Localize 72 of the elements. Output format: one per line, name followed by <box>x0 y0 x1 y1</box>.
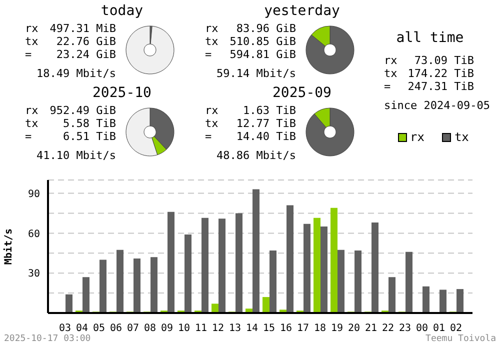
text: = <box>205 48 212 61</box>
text: 14.40 TiB <box>236 130 296 143</box>
x-tick-label: 11 <box>194 323 208 334</box>
x-tick-label: 22 <box>382 323 394 334</box>
text: = <box>384 80 391 93</box>
text: 1.63 TiB <box>243 104 296 117</box>
legend-label: rx <box>410 130 424 144</box>
text: rx <box>205 22 218 35</box>
text: 6.51 TiB <box>63 130 116 143</box>
text: 41.10 Mbit/s <box>36 149 116 162</box>
x-tick-label: 23 <box>398 323 412 334</box>
x-tick-label: 05 <box>92 323 106 334</box>
text: Teemu Toivola <box>426 334 496 344</box>
x-tick-label: 16 <box>280 323 292 334</box>
x-tick-label: 21 <box>364 323 378 334</box>
chart-title: yesterday <box>263 3 341 19</box>
x-tick-label: 01 <box>432 323 446 334</box>
text: 497.31 MiB <box>50 22 116 35</box>
text: 59.14 Mbit/s <box>216 67 296 80</box>
text: 952.49 GiB <box>50 104 116 117</box>
x-tick-label: 18 <box>314 323 326 334</box>
x-tick-label: 19 <box>330 323 344 334</box>
x-tick-label: 17 <box>296 323 310 334</box>
text: 73.09 TiB <box>414 54 474 67</box>
legend-label: tx <box>454 130 469 144</box>
y-tick-label: 90 <box>28 188 40 200</box>
text: 5.58 TiB <box>63 117 116 130</box>
text: tx <box>25 35 38 48</box>
text: tx <box>25 117 38 130</box>
text: since 2024-09-05 <box>384 99 490 112</box>
text: 247.31 TiB <box>408 80 474 93</box>
chart-title: today <box>100 3 144 19</box>
text: 12.77 TiB <box>236 117 296 130</box>
text: 22.76 GiB <box>56 35 116 48</box>
x-tick-label: 00 <box>416 323 428 334</box>
x-tick-label: 10 <box>178 323 190 334</box>
chart-title: 2025-10 <box>91 85 152 101</box>
text: tx <box>384 67 398 80</box>
text: 83.96 GiB <box>236 22 296 35</box>
x-tick-label: 07 <box>126 323 140 334</box>
x-tick-label: 12 <box>212 323 224 334</box>
text: rx <box>25 22 38 35</box>
text: = <box>205 130 212 143</box>
text: all time <box>395 30 465 46</box>
text: tx <box>205 35 218 48</box>
x-tick-label: 03 <box>58 323 72 334</box>
text: 174.22 TiB <box>408 67 474 80</box>
text: rx <box>25 104 38 117</box>
text: rx <box>384 54 398 67</box>
text: 18.49 Mbit/s <box>36 67 116 80</box>
text: rx <box>205 104 218 117</box>
x-tick-label: 09 <box>160 323 174 334</box>
text: 48.86 Mbit/s <box>216 149 296 162</box>
x-tick-label: 02 <box>450 323 462 334</box>
chart-title: 2025-09 <box>272 85 332 101</box>
x-tick-label: 20 <box>348 323 360 334</box>
text: 23.24 GiB <box>56 48 116 61</box>
x-tick-label: 04 <box>76 323 88 334</box>
x-tick-label: 15 <box>262 323 276 334</box>
text: = <box>25 130 32 143</box>
y-tick-label: 60 <box>28 228 40 240</box>
text: 594.81 GiB <box>230 48 296 61</box>
y-tick-label: 30 <box>28 268 40 280</box>
x-tick-label: 06 <box>110 323 122 334</box>
x-tick-label: 08 <box>144 323 156 334</box>
text: tx <box>205 117 218 130</box>
y-axis-title: Mbit/s <box>2 228 15 265</box>
text: 510.85 GiB <box>230 35 296 48</box>
x-tick-label: 13 <box>228 323 242 334</box>
x-tick-label: 14 <box>246 323 258 334</box>
text: = <box>25 48 32 61</box>
text: 2025-10-17 03:00 <box>4 334 91 344</box>
